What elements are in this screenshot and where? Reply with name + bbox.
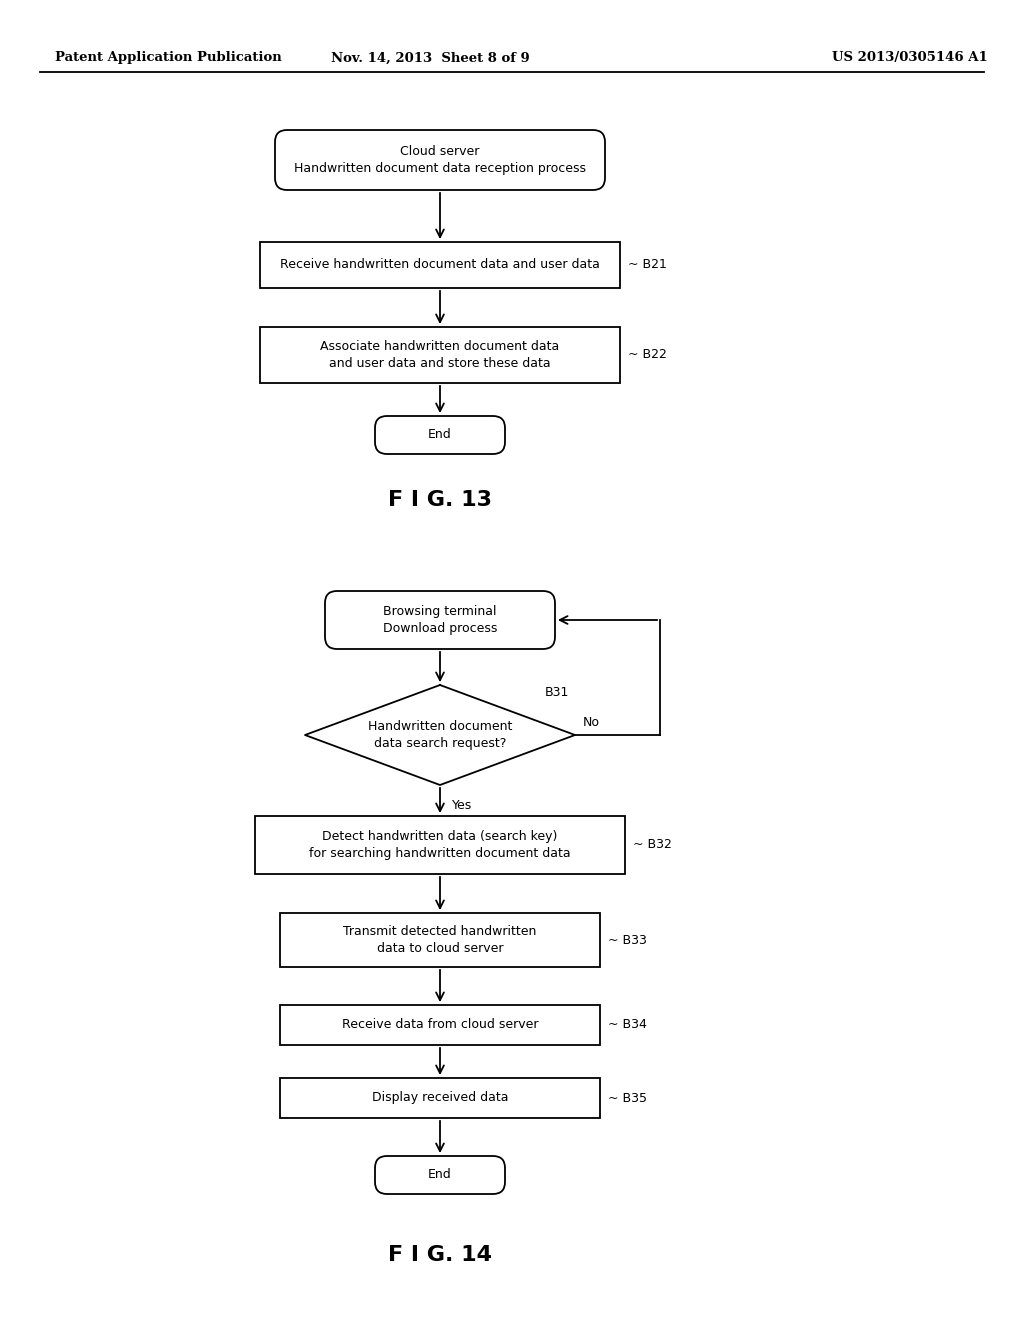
Text: Detect handwritten data (search key)
for searching handwritten document data: Detect handwritten data (search key) for…: [309, 830, 570, 861]
Text: Receive data from cloud server: Receive data from cloud server: [342, 1019, 539, 1031]
Bar: [255, 816, 625, 874]
Text: Nov. 14, 2013  Sheet 8 of 9: Nov. 14, 2013 Sheet 8 of 9: [331, 51, 529, 65]
Text: Patent Application Publication: Patent Application Publication: [55, 51, 282, 65]
FancyBboxPatch shape: [375, 1156, 505, 1195]
Text: Display received data: Display received data: [372, 1092, 508, 1105]
Text: Transmit detected handwritten
data to cloud server: Transmit detected handwritten data to cl…: [343, 925, 537, 954]
Text: ~ B21: ~ B21: [628, 259, 667, 272]
Text: End: End: [428, 429, 452, 441]
Text: ~ B34: ~ B34: [608, 1019, 647, 1031]
FancyBboxPatch shape: [275, 129, 605, 190]
Text: ~ B32: ~ B32: [633, 838, 672, 851]
Text: Handwritten document
data search request?: Handwritten document data search request…: [368, 719, 512, 750]
Text: US 2013/0305146 A1: US 2013/0305146 A1: [833, 51, 988, 65]
Text: Receive handwritten document data and user data: Receive handwritten document data and us…: [280, 259, 600, 272]
Text: F I G. 14: F I G. 14: [388, 1245, 492, 1265]
Bar: [260, 242, 620, 288]
Text: End: End: [428, 1168, 452, 1181]
Text: Yes: Yes: [452, 799, 472, 812]
Bar: [260, 327, 620, 383]
Bar: [280, 913, 600, 968]
Text: No: No: [583, 717, 600, 730]
Text: Cloud server
Handwritten document data reception process: Cloud server Handwritten document data r…: [294, 145, 586, 176]
Bar: [280, 1005, 600, 1045]
Text: ~ B35: ~ B35: [608, 1092, 647, 1105]
FancyBboxPatch shape: [375, 416, 505, 454]
FancyBboxPatch shape: [325, 591, 555, 649]
Text: Browsing terminal
Download process: Browsing terminal Download process: [383, 605, 498, 635]
Polygon shape: [305, 685, 575, 785]
Text: ~ B22: ~ B22: [628, 348, 667, 362]
Text: B31: B31: [545, 686, 569, 700]
Text: Associate handwritten document data
and user data and store these data: Associate handwritten document data and …: [321, 341, 560, 370]
Text: F I G. 13: F I G. 13: [388, 490, 492, 510]
Bar: [280, 1078, 600, 1118]
Text: ~ B33: ~ B33: [608, 933, 647, 946]
